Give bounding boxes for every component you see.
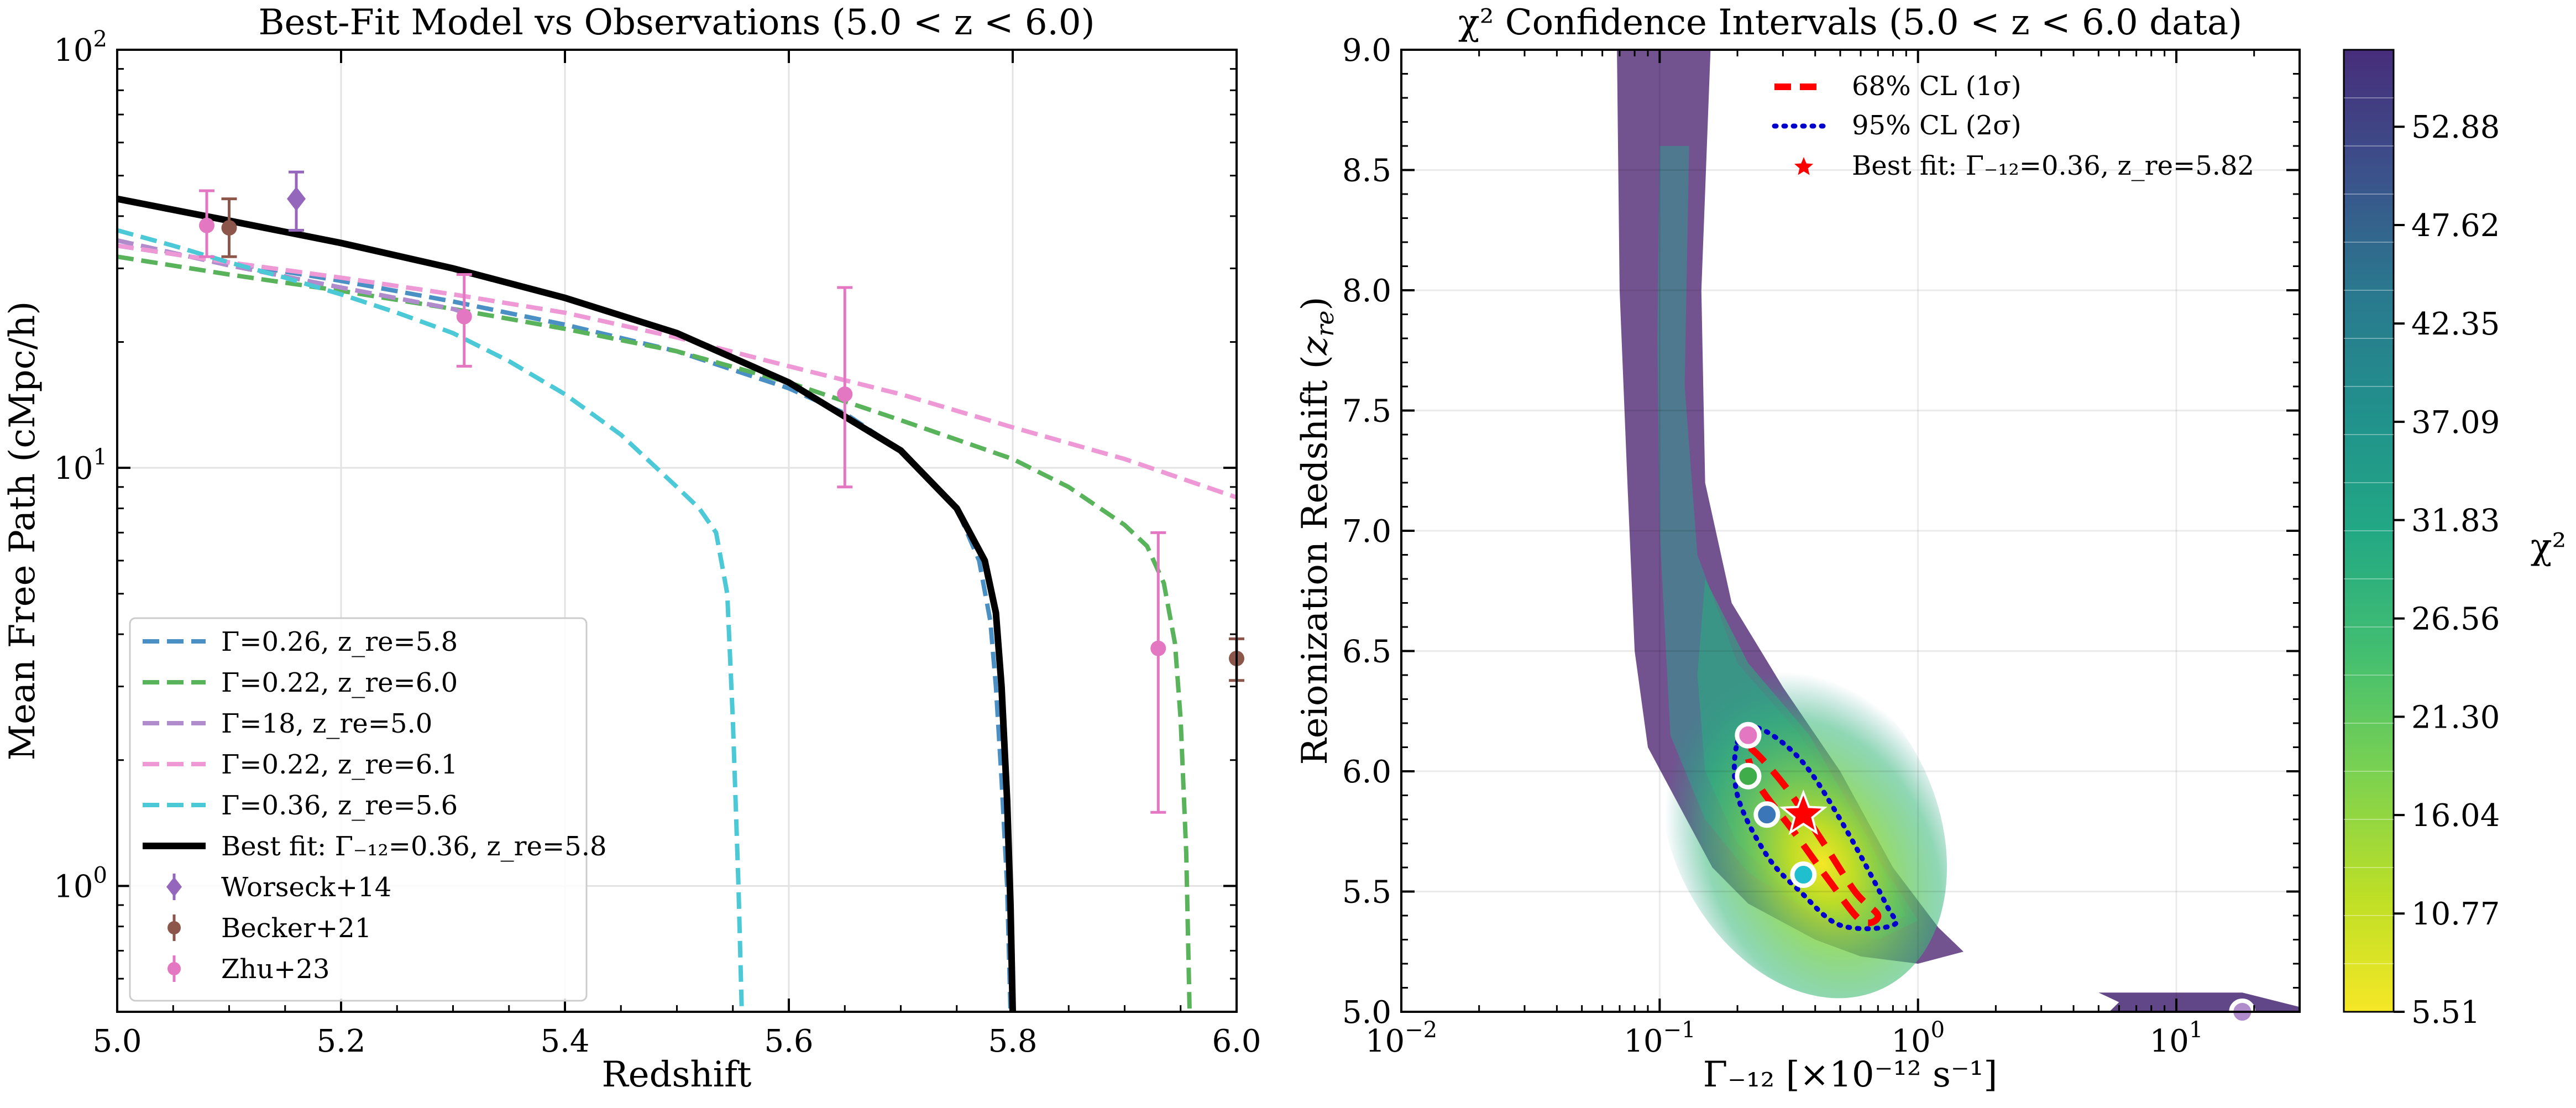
left-legend-marker-2 [167, 962, 181, 975]
colorbar-ticks: 5.51 10.77 16.04 21.30 26.56 31.83 37.09 42.35 4… [2394, 109, 2500, 1031]
right-gridlines [1401, 50, 2300, 1012]
right-y-tick-label: 9.0 [1342, 33, 1391, 69]
best-fit-legend-label: Best fit: Γ₋₁₂=0.36, z_re=5.82 [1852, 150, 2254, 181]
left-legend-label-5: Best fit: Γ₋₁₂=0.36, z_re=5.8 [221, 831, 607, 862]
left-observations [199, 170, 1244, 814]
colorbar-tick-label: 31.83 [2411, 503, 2500, 539]
right-ylabel-end: ) [1295, 297, 1336, 311]
obs-point-2 [456, 309, 472, 325]
left-legend-label-1: Γ=0.22, z_re=6.0 [221, 667, 458, 698]
right-y-tick-label: 7.5 [1342, 394, 1391, 430]
left-series-line-5 [117, 195, 1016, 1012]
colorbar-tick-label: 26.56 [2411, 602, 2500, 637]
left-legend-obs-label-1: Becker+21 [221, 913, 371, 944]
left-legend-label-3: Γ=0.22, z_re=6.1 [221, 749, 458, 780]
right-x-tick-label: 10−2 [1365, 1017, 1437, 1059]
colorbar-tick-label: 37.09 [2411, 405, 2500, 441]
left-legend-label-4: Γ=0.36, z_re=5.6 [221, 790, 458, 821]
right-legend: 68% CL (1σ) 95% CL (2σ) Best fit: Γ₋₁₂=0… [1772, 71, 2254, 181]
left-x-tick-label: 6.0 [1212, 1023, 1261, 1059]
best-fit-legend-star [1794, 157, 1814, 175]
obs-point-2 [837, 386, 853, 403]
obs-point-2 [1150, 640, 1166, 656]
right-x-tick-label: 10−1 [1624, 1017, 1695, 1059]
right-x-tick-label: 101 [2150, 1017, 2203, 1059]
right-ylabel-subscript: re [1311, 310, 1339, 336]
left-series-line-4 [117, 228, 744, 1012]
right-y-tick-label: 8.0 [1342, 273, 1391, 309]
right-axis-ticks: 10−2 10−1 100 101 5.0 5.5 6.0 6.5 7.0 7.5 8.0 8.5 9.… [1342, 33, 2300, 1059]
left-chart: Best-Fit Model vs Observations (5.0 < z … [2, 2, 1261, 1095]
right-y-tick-label: 5.0 [1342, 995, 1391, 1031]
cl95-contour [1731, 725, 1899, 932]
right-y-tick-label: 6.0 [1342, 754, 1391, 790]
right-chart-title: χ² Confidence Intervals (5.0 < z < 6.0 d… [1458, 2, 2242, 43]
model-marker-3 [1790, 861, 1817, 889]
left-x-tick-label: 5.8 [988, 1023, 1037, 1059]
best-fit-star [1779, 789, 1828, 835]
left-legend-label-2: Γ=18, z_re=5.0 [221, 708, 432, 739]
left-x-tick-label: 5.6 [764, 1023, 813, 1059]
colorbar-tick-label: 16.04 [2411, 798, 2500, 834]
left-y-tick-label: 100 [54, 863, 107, 905]
model-markers [1735, 722, 2256, 1025]
colorbar-tick-label: 47.62 [2411, 208, 2500, 244]
colorbar-tick-label: 10.77 [2411, 896, 2500, 932]
left-legend: Γ=0.26, z_re=5.8 Γ=0.22, z_re=6.0 Γ=18, z_… [129, 617, 607, 1002]
left-series-lines [117, 195, 1237, 1012]
right-y-tick-label: 8.5 [1342, 153, 1391, 189]
right-x-tick-label: 100 [1891, 1017, 1945, 1059]
left-x-tick-label: 5.4 [540, 1023, 589, 1059]
left-legend-obs-label-2: Zhu+23 [221, 954, 329, 985]
right-chart: χ² Confidence Intervals (5.0 < z < 6.0 d… [1295, 2, 2301, 1095]
cl95-legend-label: 95% CL (2σ) [1852, 110, 2022, 141]
right-xlabel: Γ₋₁₂ [×10⁻¹² s⁻¹] [1703, 1054, 1998, 1095]
colorbar-tick-label: 42.35 [2411, 306, 2500, 342]
left-chart-title: Best-Fit Model vs Observations (5.0 < z … [258, 2, 1095, 43]
left-legend-box [129, 617, 588, 1002]
model-marker-1 [1735, 762, 1762, 790]
obs-point-0 [287, 186, 306, 211]
left-legend-label-0: Γ=0.26, z_re=5.8 [221, 626, 458, 657]
left-x-tick-label: 5.2 [316, 1023, 365, 1059]
colorbar: 5.51 10.77 16.04 21.30 26.56 31.83 37.09 42.35 4… [2343, 49, 2566, 1031]
left-xlabel: Redshift [602, 1054, 752, 1095]
colorbar-tick-label: 5.51 [2411, 995, 2480, 1031]
left-legend-marker-0 [166, 877, 182, 897]
left-legend-marker-1 [167, 921, 181, 934]
left-ylabel: Mean Free Path (cMpc/h) [2, 301, 43, 761]
right-ylabel-main: Reionization Redshift ( [1295, 355, 1336, 765]
obs-point-2 [199, 217, 214, 233]
colorbar-label: χ² [2531, 526, 2566, 567]
left-x-tick-label: 5.0 [92, 1023, 142, 1059]
left-y-tick-label: 101 [54, 445, 107, 487]
colorbar-tick-label: 21.30 [2411, 699, 2500, 735]
right-y-tick-label: 5.5 [1342, 875, 1391, 911]
model-marker-2 [1753, 801, 1781, 828]
left-series-line-3 [117, 243, 1237, 500]
right-y-tick-label: 6.5 [1342, 634, 1391, 670]
colorbar-gradient [2343, 49, 2395, 1013]
cl68-legend-label: 68% CL (1σ) [1852, 71, 2022, 102]
right-y-tick-label: 7.0 [1342, 514, 1391, 550]
left-legend-obs-label-0: Worseck+14 [221, 872, 391, 903]
model-marker-0 [1735, 722, 1762, 749]
right-ylabel-symbol: z [1295, 336, 1336, 356]
left-axis-ticks: 5.0 5.2 5.4 5.6 5.8 6.0 100 101 102 [54, 27, 1261, 1059]
right-ylabel: Reionization Redshift (zre) [1295, 297, 1339, 765]
obs-point-1 [221, 220, 237, 236]
colorbar-tick-label: 52.88 [2411, 109, 2500, 145]
left-y-tick-label: 102 [54, 27, 107, 69]
